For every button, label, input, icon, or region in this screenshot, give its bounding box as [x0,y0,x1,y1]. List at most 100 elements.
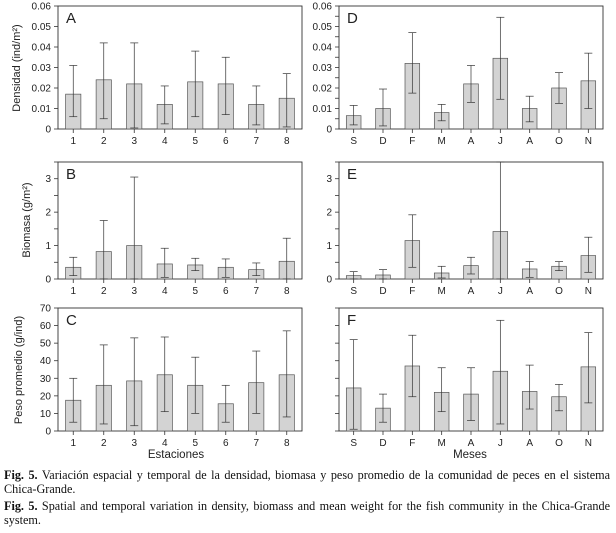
caption-spanish-text: Variación espacial y temporal de la dens… [4,468,611,496]
panel-c: 0 10 20 30 40 50 60 70 C 1 2 3 4 5 6 7 8 [40,304,303,449]
panel-f-xtick-label: A [468,438,475,449]
panel-e-ytick-label: 3 [326,174,332,185]
panel-a-letter: A [66,10,76,27]
caption-english: Fig. 5. Spatial and temporal variation i… [4,499,610,527]
caption-english-text: Spatial and temporal variation in densit… [4,499,611,527]
panel-b-xtick-label: 7 [253,286,259,297]
panel-c-ytick-label: 20 [40,391,52,402]
panel-e-ytick-label: 1 [326,241,332,252]
panel-d-ytick-label: 0.01 [313,104,333,115]
caption-english-label: Fig. 5. [4,499,38,513]
panel-a-ytick-label: 0.03 [32,63,52,74]
panel-d-xtick-label: S [350,136,357,147]
panel-e-ytick-label: 2 [326,208,332,219]
panel-e-xtick-label: J [498,286,503,297]
panel-a-xtick-label: 6 [223,136,229,147]
panel-d-ytick-label: 0.02 [313,84,333,95]
panel-c-ytick-label: 50 [40,339,52,350]
panel-f-letter: F [347,312,356,329]
panel-d-letter: D [347,10,358,27]
panel-b-letter: B [66,166,76,183]
panel-a-xtick-label: 1 [70,136,76,147]
panel-c-ytick-label: 30 [40,374,52,385]
panel-a-frame [57,5,303,130]
panel-d-xtick-label: N [585,136,592,147]
panel-c-xtick-label: 6 [223,438,229,449]
panel-f-xtick-label: D [379,438,386,449]
panel-d: 0 0.01 0.02 0.03 0.04 0.05 0.06 D S D F M A J A O N [313,2,604,147]
panel-c-ytick-label: 70 [40,304,52,315]
panel-e-xtick-label: M [437,286,445,297]
panel-a-xtick-label: 2 [101,136,107,147]
panel-f: F S D F M A J A O N [335,307,604,449]
panel-f-xtick-label: N [585,438,592,449]
panel-b-xtick-label: 3 [131,286,137,297]
panel-a: 0 0.01 0.02 0.03 0.04 0.05 0.06 A 1 2 3 4 5 6 7 8 [32,2,303,147]
panel-e-xtick-label: A [468,286,475,297]
panel-e-xtick-label: F [409,286,415,297]
panel-c-ytick-label: 10 [40,409,52,420]
panel-c-ytick-label: 40 [40,356,52,367]
panel-c-xtick-label: 2 [101,438,107,449]
panel-a-xtick-label: 4 [162,136,168,147]
panel-e-xtick-label: O [555,286,563,297]
panel-b-xtick-label: 8 [284,286,290,297]
panel-d-ytick-label: 0.04 [313,43,333,54]
panel-f-xtick-label: S [350,438,357,449]
panel-d-ytick-label: 0 [326,125,332,136]
panel-e: 0 1 2 3 E S D F M A J A O N [326,161,604,297]
panel-a-ytick-label: 0.04 [32,43,52,54]
panel-c-frame [57,307,303,432]
panel-b-ytick-label: 0 [45,275,51,286]
panel-b-frame [57,161,303,280]
panel-a-ytick-label: 0.05 [32,22,52,33]
panel-d-xtick-label: D [379,136,386,147]
panel-e-xtick-label: S [350,286,357,297]
panel-f-xtick-label: J [498,438,503,449]
row-label-densidad: Densidad (ind/m²) [11,24,23,111]
row-label-biomasa: Biomasa (g/m²) [21,182,33,257]
panel-c-xtick-label: 4 [162,438,168,449]
panel-b-xtick-label: 5 [192,286,198,297]
panel-a-ytick-label: 0.06 [32,2,52,13]
panel-b-xtick-label: 6 [223,286,229,297]
caption-spanish-label: Fig. 5. [4,468,38,482]
panel-d-xtick-label: A [526,136,533,147]
panel-f-xtick-label: A [526,438,533,449]
row-label-peso-promedio: Peso promedio (g/ind) [13,316,25,424]
panel-b-ytick-label: 2 [45,208,51,219]
panel-d-xtick-label: M [437,136,445,147]
panel-c-xtick-label: 3 [131,438,137,449]
panel-a-ytick-label: 0.01 [32,104,52,115]
panel-f-xtick-label: M [437,438,445,449]
panel-f-xtick-label: O [555,438,563,449]
panel-d-xtick-label: O [555,136,563,147]
panel-c-ytick-label: 0 [45,427,51,438]
panel-c-xtick-label: 1 [70,438,76,449]
panel-e-letter: E [347,166,357,183]
panels-layer: 0 0.01 0.02 0.03 0.04 0.05 0.06 A 1 2 3 4 5 6 7 8 0 0.01 0… [32,2,604,449]
panel-a-xtick-label: 8 [284,136,290,147]
panel-c-xtick-label: 5 [192,438,198,449]
panel-e-ytick-label: 0 [326,275,332,286]
panel-a-ytick-label: 0 [45,125,51,136]
x-label-estaciones: Estaciones [148,449,205,461]
x-label-meses: Meses [453,449,487,461]
panel-b-xtick-label: 1 [70,286,76,297]
panel-d-ytick-label: 0.05 [313,22,333,33]
figure-chart: 0 0.01 0.02 0.03 0.04 0.05 0.06 A 1 2 3 4 5 6 7 8 0 0.01 0… [11,2,604,461]
panel-a-xtick-label: 5 [192,136,198,147]
panel-b: 0 1 2 3 B 1 2 3 4 5 6 7 8 [45,161,303,297]
panel-f-xtick-label: F [409,438,415,449]
panel-e-xtick-label: D [379,286,386,297]
panel-b-ytick-label: 1 [45,241,51,252]
panel-d-xtick-label: J [498,136,503,147]
panel-c-xtick-label: 7 [253,438,259,449]
panel-d-xtick-label: F [409,136,415,147]
panel-a-ytick-label: 0.02 [32,84,52,95]
panel-c-xtick-label: 8 [284,438,290,449]
panel-d-ytick-label: 0.03 [313,63,333,74]
panel-a-xtick-label: 7 [253,136,259,147]
panel-e-xtick-label: A [526,286,533,297]
panel-e-xtick-label: N [585,286,592,297]
